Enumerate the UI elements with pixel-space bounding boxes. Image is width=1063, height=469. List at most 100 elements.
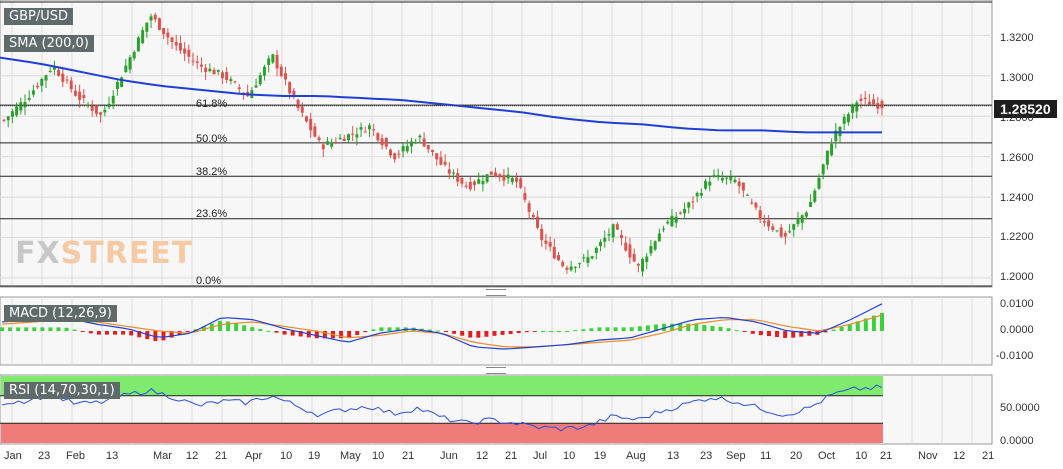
candle-body: [254, 85, 258, 88]
candle-body: [557, 255, 561, 261]
macd-histogram-bar: [847, 324, 852, 331]
macd-histogram-bar: [775, 331, 780, 338]
candle-body: [401, 146, 405, 152]
candle-body: [695, 192, 699, 197]
candle-body: [569, 266, 573, 271]
candle-body: [800, 215, 804, 223]
candle-body: [313, 126, 317, 137]
candle-body: [225, 72, 229, 80]
candle-body: [737, 181, 741, 187]
candle-body: [166, 32, 170, 38]
candle-body: [355, 134, 359, 138]
candle-body: [61, 73, 65, 82]
candle-body: [544, 240, 548, 244]
candle-body: [414, 142, 418, 144]
x-tick: 12: [953, 450, 966, 462]
macd-histogram-bar: [290, 331, 295, 336]
macd-histogram-bar: [573, 330, 578, 332]
macd-histogram-bar: [314, 331, 319, 339]
candle-body: [855, 102, 859, 112]
candle-body: [27, 98, 31, 100]
x-tick: Sep: [726, 450, 746, 462]
candle-body: [552, 247, 556, 259]
candle-body: [872, 99, 876, 105]
candle-body: [712, 175, 716, 177]
price-tick: 1.2800: [1000, 112, 1034, 124]
candle-body: [527, 203, 531, 212]
macd-histogram-bar: [88, 331, 93, 334]
macd-histogram-bar: [637, 326, 642, 331]
candle-body: [645, 256, 649, 262]
candle-body: [346, 134, 350, 141]
candle-body: [624, 242, 628, 251]
candle-body: [36, 85, 40, 88]
candle-body: [405, 146, 409, 152]
candle-body: [863, 97, 867, 99]
candle-body: [649, 246, 653, 254]
x-tick: 10: [563, 450, 576, 462]
candle-body: [615, 224, 619, 230]
macd-histogram-bar: [371, 329, 376, 331]
candle-body: [473, 181, 477, 185]
macd-resize-handle[interactable]: [486, 289, 506, 296]
macd-histogram-bar: [492, 331, 497, 336]
price-tick: 1.2000: [1000, 271, 1034, 283]
candle-body: [132, 52, 136, 59]
candle-body: [136, 37, 140, 52]
candle-body: [720, 178, 724, 181]
x-tick: 21: [215, 450, 228, 462]
candle-body: [220, 72, 224, 78]
macd-histogram-bar: [476, 331, 481, 338]
x-tick: Apr: [245, 450, 263, 462]
candle-body: [23, 101, 27, 108]
candle-body: [422, 138, 426, 147]
candle-body: [409, 141, 413, 147]
candle-body: [477, 179, 481, 184]
x-tick: 21: [402, 450, 415, 462]
candle-body: [187, 49, 191, 57]
candle-body: [788, 231, 792, 233]
x-tick: 11: [760, 450, 772, 462]
macd-histogram-bar: [581, 329, 586, 331]
rsi-resize-handle[interactable]: [486, 367, 506, 374]
fib-label: 23.6%: [196, 208, 228, 220]
candle-body: [304, 116, 308, 122]
macd-histogram-bar: [686, 323, 691, 331]
macd-histogram-bar: [871, 315, 876, 331]
macd-histogram-bar: [435, 330, 440, 332]
candle-body: [115, 82, 119, 90]
macd-histogram-bar: [508, 331, 513, 334]
macd-histogram-bar: [80, 331, 85, 332]
candle-body: [510, 177, 514, 183]
candle-body: [300, 106, 304, 113]
macd-histogram-bar: [791, 331, 796, 338]
candle-body: [31, 90, 35, 95]
macd-histogram-bar: [226, 321, 231, 331]
macd-histogram-bar: [169, 331, 174, 338]
candle-body: [15, 106, 19, 116]
fxstreet-logo: FXSTREET: [15, 236, 194, 271]
candle-body: [804, 212, 808, 217]
candle-body: [691, 201, 695, 203]
candle-body: [208, 68, 212, 72]
macd-histogram-bar: [468, 331, 473, 338]
candle-body: [145, 22, 149, 32]
macd-histogram-bar: [524, 331, 529, 333]
macd-histogram-bar: [444, 331, 449, 332]
candle-body: [292, 90, 296, 97]
candle-body: [809, 201, 813, 207]
macd-histogram-bar: [718, 326, 723, 331]
candle-body: [548, 242, 552, 247]
candle-body: [317, 137, 321, 141]
macd-histogram-bar: [452, 331, 457, 334]
candle-body: [628, 244, 632, 258]
candle-body: [842, 117, 846, 124]
macd-histogram-bar: [863, 318, 868, 331]
macd-histogram-bar: [694, 324, 699, 331]
fib-label: 38.2%: [196, 166, 228, 178]
macd-histogram-bar: [161, 331, 166, 341]
candle-body: [792, 224, 796, 230]
candle-body: [750, 202, 754, 204]
candle-body: [157, 18, 161, 30]
candle-body: [683, 209, 687, 214]
